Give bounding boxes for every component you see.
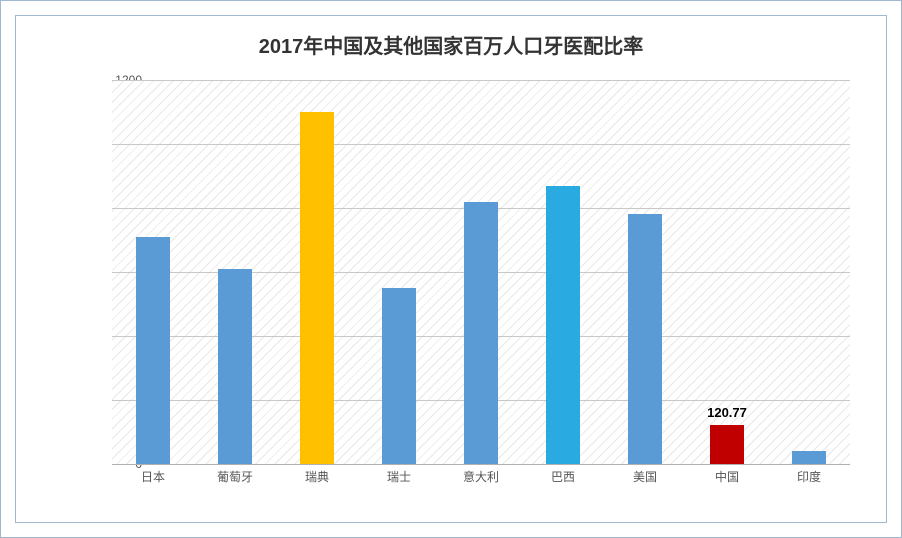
x-tick-label: 瑞士 [387, 468, 411, 485]
bar [710, 425, 744, 464]
x-tick-label: 瑞典 [305, 468, 329, 485]
bar [546, 186, 580, 464]
x-tick-label: 中国 [715, 468, 739, 485]
bar [136, 237, 170, 464]
chart-panel: 2017年中国及其他国家百万人口牙医配比率 020040060080010001… [15, 15, 887, 523]
bar [464, 202, 498, 464]
data-label: 120.77 [707, 405, 747, 420]
x-tick-label: 意大利 [463, 468, 499, 485]
bar [382, 288, 416, 464]
bar [218, 269, 252, 464]
x-tick-label: 巴西 [551, 468, 575, 485]
x-tick-label: 印度 [797, 468, 821, 485]
bar [628, 214, 662, 464]
x-tick-label: 葡萄牙 [217, 468, 253, 485]
chart-title: 2017年中国及其他国家百万人口牙医配比率 [16, 30, 886, 59]
bar [792, 451, 826, 464]
x-tick-label: 日本 [141, 468, 165, 485]
outer-frame: 2017年中国及其他国家百万人口牙医配比率 020040060080010001… [0, 0, 902, 538]
bar [300, 112, 334, 464]
x-tick-label: 美国 [633, 468, 657, 485]
